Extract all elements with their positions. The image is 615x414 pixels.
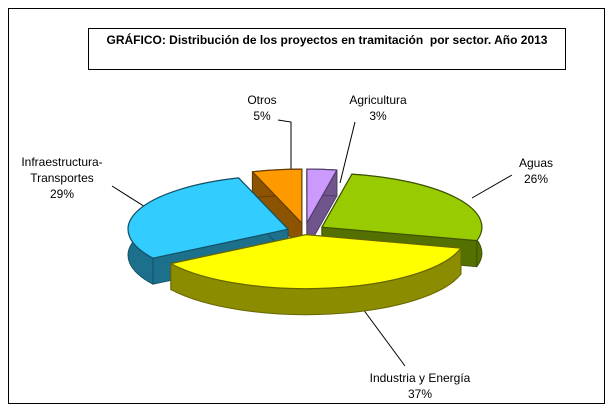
category-label: Agricultura bbox=[349, 93, 407, 107]
leader-line bbox=[359, 304, 406, 367]
category-label: Industria y Energía bbox=[369, 371, 471, 385]
category-label: Aguas bbox=[518, 156, 554, 170]
value-label: 29% bbox=[49, 187, 75, 201]
slice bbox=[321, 173, 483, 242]
leader-line bbox=[471, 174, 513, 199]
chart-frame bbox=[8, 8, 605, 404]
slice-label: Infraestructura-Transportes 29% bbox=[12, 154, 112, 202]
slice bbox=[170, 234, 462, 290]
slice bbox=[306, 168, 338, 224]
chart-title: GRÁFICO: Distribución de los proyectos e… bbox=[88, 28, 566, 70]
slice bbox=[251, 168, 303, 224]
slice bbox=[127, 177, 289, 259]
category-label: Infraestructura-Transportes bbox=[21, 155, 103, 185]
slice-label: Otros 5% bbox=[222, 92, 302, 124]
category-label: Otros bbox=[247, 93, 277, 107]
slice-label: Aguas 26% bbox=[496, 155, 576, 187]
slice-label: Agricultura 3% bbox=[328, 92, 428, 124]
leader-line bbox=[339, 121, 356, 184]
value-label: 5% bbox=[253, 109, 271, 123]
value-label: 3% bbox=[369, 109, 387, 123]
leader-line bbox=[277, 119, 292, 180]
value-label: 26% bbox=[523, 172, 549, 186]
value-label: 37% bbox=[407, 387, 433, 401]
slice-label: Industria y Energía 37% bbox=[350, 370, 490, 402]
